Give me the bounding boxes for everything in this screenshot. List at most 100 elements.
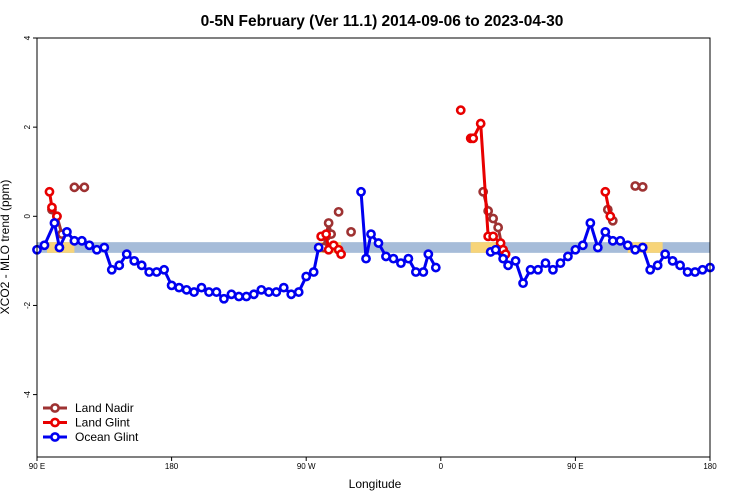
x-axis: 90 E 180 90 W 0 90 E 180 [29, 457, 717, 471]
ocean-glint-point-0-26 [226, 289, 237, 300]
land-nadir-point-1-0 [69, 182, 80, 193]
ocean-glint-point-2-23 [652, 260, 663, 271]
ocean-glint-point-0-4 [62, 226, 72, 237]
ocean-glint-point-0-9 [99, 242, 110, 253]
ocean-glint-point-2-27 [682, 267, 693, 277]
ocean-glint-point-2-22 [645, 264, 656, 275]
x-tick-label-1: 180 [165, 462, 179, 471]
ocean-glint-point-2-11 [563, 251, 573, 262]
ocean-glint-point-0-10 [106, 264, 117, 275]
land-glint-point-3-4 [488, 231, 499, 242]
ocean-glint-point-0-21 [189, 287, 199, 297]
legend-marker-land-nadir [50, 403, 60, 413]
land-glint-point-2-0 [455, 105, 466, 116]
ocean-glint-point-1-4 [381, 251, 391, 262]
legend-marker-land-glint [50, 417, 60, 428]
ocean-glint-point-0-13 [129, 255, 140, 266]
series-ocean-glint [32, 186, 715, 304]
ocean-glint-point-0-32 [271, 287, 282, 297]
band-land-segment-2 [470, 242, 504, 253]
ocean-glint-point-0-20 [181, 284, 192, 295]
band-ocean [37, 242, 710, 253]
ocean-glint-point-0-14 [136, 260, 147, 271]
land-nadir-point-4-0 [346, 226, 356, 237]
legend-label-land-nadir: Land Nadir [75, 401, 134, 415]
ocean-glint-point-0-1 [39, 240, 50, 251]
ocean-glint-point-0-30 [256, 284, 267, 295]
ocean-glint-point-2-7 [533, 264, 543, 275]
land-nadir-point-3-0 [333, 206, 344, 217]
ocean-glint-point-0-36 [301, 271, 312, 282]
ocean-glint-point-2-24 [660, 249, 671, 260]
ocean-glint-point-0-33 [278, 282, 289, 293]
ocean-glint-point-0-34 [286, 289, 297, 300]
ocean-glint-point-0-27 [233, 291, 244, 302]
legend-label-land-glint: Land Glint [75, 416, 130, 430]
ocean-glint-point-0-37 [308, 267, 319, 277]
ocean-glint-point-2-15 [592, 242, 603, 253]
ocean-glint-point-0-25 [219, 293, 229, 304]
chart-title: 0-5N February (Ver 11.1) 2014-09-06 to 2… [201, 13, 564, 30]
y-tick-label-4: 4 [23, 35, 32, 40]
ocean-glint-point-2-29 [697, 264, 708, 275]
land-glint-point-0-0 [44, 186, 55, 197]
ocean-glint-point-0-8 [91, 244, 102, 255]
legend-label-ocean-glint: Ocean Glint [75, 430, 139, 444]
ocean-glint-point-0-28 [241, 291, 252, 302]
ocean-glint-point-1-2 [366, 229, 376, 240]
ocean-glint-point-2-19 [622, 240, 633, 251]
legend-marker-ocean-glint [50, 432, 60, 442]
land-glint-point-3-2 [475, 118, 486, 129]
ocean-glint-point-0-29 [248, 289, 259, 300]
ocean-glint-point-1-7 [403, 253, 414, 264]
ocean-glint-point-0-7 [84, 240, 95, 251]
ocean-glint-point-2-1 [490, 244, 501, 255]
land-glint-point-4-1 [605, 211, 616, 222]
x-tick-label-2: 90 W [297, 462, 316, 471]
ocean-glint-point-0-3 [54, 242, 65, 253]
land-glint-point-1-1 [321, 229, 332, 240]
ocean-glint-point-0-18 [166, 280, 177, 291]
ocean-glint-point-1-10 [423, 249, 434, 260]
ocean-glint-point-2-26 [675, 260, 685, 271]
ocean-glint-point-2-14 [585, 218, 596, 228]
ocean-glint-point-0-35 [293, 287, 304, 297]
y-axis-label: XCO2 - MLO trend (ppm) [0, 180, 12, 315]
ocean-glint-point-2-20 [630, 244, 641, 255]
ocean-glint-point-2-28 [690, 267, 700, 277]
land-glint-point-1-5 [336, 249, 346, 260]
y-tick-label-1: -2 [23, 301, 32, 309]
ocean-glint-point-0-23 [204, 287, 214, 297]
ocean-glint-point-0-2 [49, 218, 60, 228]
x-tick-label-0: 90 E [29, 462, 45, 471]
ocean-glint-point-2-21 [637, 242, 648, 253]
ocean-glint-point-1-6 [396, 258, 406, 269]
ocean-glint-point-1-8 [410, 267, 421, 277]
ocean-glint-point-2-8 [540, 258, 551, 269]
ocean-glint-point-0-24 [211, 287, 222, 297]
ocean-glint-point-1-0 [356, 186, 366, 197]
ocean-glint-point-2-5 [518, 278, 528, 289]
ocean-glint-point-2-2 [498, 253, 509, 264]
ocean-glint-point-1-3 [373, 238, 384, 248]
land-glint-point-3-1 [468, 133, 479, 144]
y-axis: -4 -2 0 2 4 [23, 35, 37, 398]
ocean-glint-point-2-10 [555, 258, 566, 269]
ocean-glint-point-1-5 [388, 253, 399, 264]
land-nadir-point-1-1 [79, 182, 90, 193]
ocean-glint-point-2-6 [525, 264, 536, 275]
y-tick-label-2: 0 [23, 214, 32, 219]
ocean-glint-point-2-17 [607, 235, 618, 246]
ocean-glint-point-0-6 [76, 235, 87, 246]
ocean-glint-point-0-22 [196, 282, 207, 293]
ocean-glint-point-0-12 [121, 249, 132, 260]
land-glint-point-0-1 [47, 202, 57, 213]
land-nadir-point-7-1 [637, 181, 648, 192]
ocean-glint-point-1-1 [361, 253, 371, 264]
ocean-glint-point-0-31 [263, 287, 274, 297]
land-nadir-point-7-0 [630, 181, 641, 191]
land-glint-point-4-0 [600, 186, 611, 197]
series-layer [32, 105, 715, 304]
ocean-glint-point-0-17 [159, 264, 170, 275]
